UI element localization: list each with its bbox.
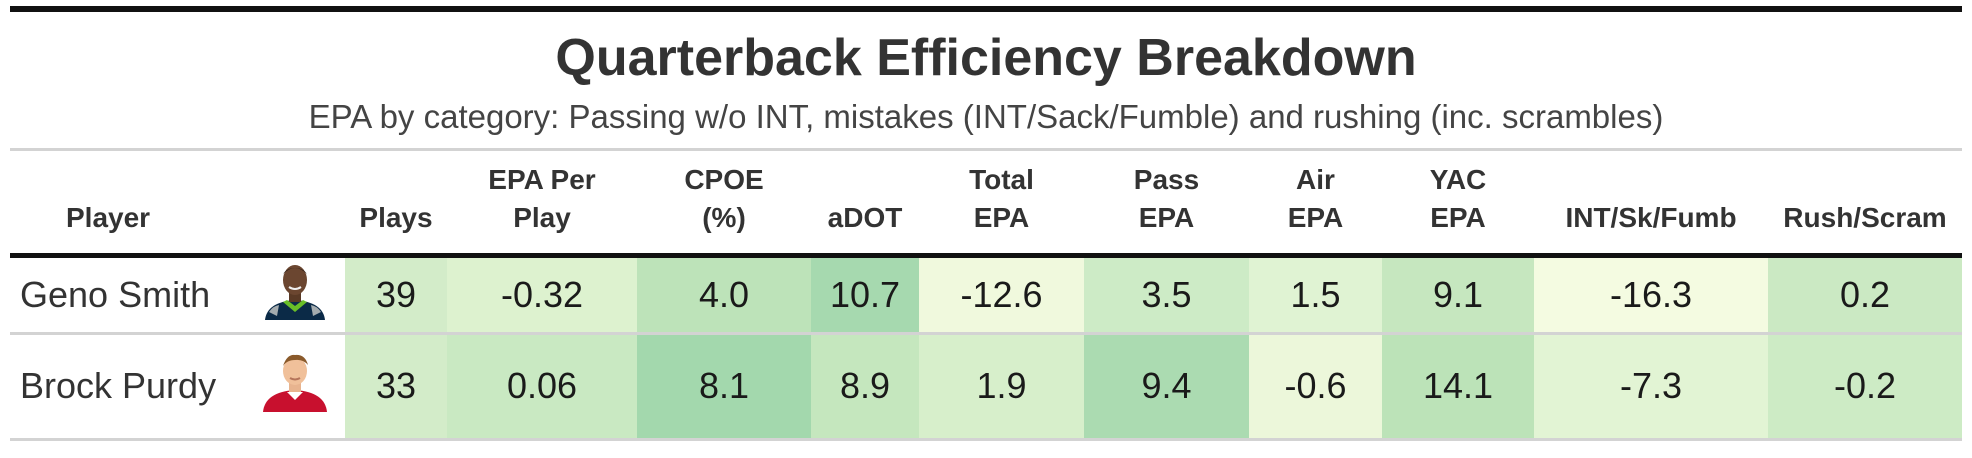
int-sk-fumb-cell: -7.3 — [1534, 333, 1768, 439]
col-epa-per-play-line1: EPA Per — [488, 163, 596, 195]
rush-scram-cell: -0.2 — [1768, 333, 1962, 439]
col-cpoe-line2: (%) — [702, 201, 746, 233]
player-headshot-icon — [263, 354, 327, 412]
header-divider — [10, 148, 1962, 151]
adot-cell: 8.9 — [811, 333, 919, 439]
col-int-sk-fumb: INT/Sk/Fumb — [1565, 201, 1737, 233]
col-adot: aDOT — [827, 201, 903, 233]
top-border — [10, 6, 1962, 12]
player-headshot-icon — [265, 265, 325, 320]
col-cpoe-line1: CPOE — [684, 163, 764, 195]
col-epa-per-play: EPA Per Play — [447, 151, 637, 255]
air-epa-cell: -0.6 — [1249, 333, 1382, 439]
col-total-epa: Total EPA — [919, 151, 1084, 255]
epa-per-play-cell: -0.32 — [447, 255, 637, 333]
col-headshot — [245, 151, 345, 255]
col-total-epa-line2: EPA — [973, 201, 1030, 233]
col-air-epa: Air EPA — [1249, 151, 1382, 255]
cpoe-cell: 4.0 — [637, 255, 811, 333]
pass-epa-cell: 9.4 — [1084, 333, 1249, 439]
pass-epa-cell: 3.5 — [1084, 255, 1249, 333]
col-air-epa-line1: Air — [1296, 163, 1335, 195]
qb-efficiency-table: Player Plays EPA Per Play CPOE (%) aDOT To… — [10, 151, 1962, 441]
table-title: Quarterback Efficiency Breakdown — [555, 29, 1417, 87]
plays-cell: 33 — [345, 333, 447, 439]
col-air-epa-line2: EPA — [1287, 201, 1344, 233]
int-sk-fumb-cell: -16.3 — [1534, 255, 1768, 333]
total-epa-cell: -12.6 — [919, 255, 1084, 333]
header-row: Player Plays EPA Per Play CPOE (%) aDOT To… — [10, 151, 1962, 255]
table-subtitle: EPA by category: Passing w/o INT, mistak… — [308, 98, 1664, 135]
col-total-epa-line1: Total — [969, 163, 1034, 195]
plays-cell: 39 — [345, 255, 447, 333]
col-rush-scram: Rush/Scram — [1783, 201, 1947, 233]
col-yac-epa-line2: EPA — [1430, 201, 1486, 233]
headshot-cell — [245, 255, 345, 333]
headshot-cell — [245, 333, 345, 439]
col-epa-per-play-line2: Play — [513, 201, 571, 233]
table-row: Geno Smith 39 -0.32 4.0 — [10, 255, 1962, 333]
yac-epa-cell: 14.1 — [1382, 333, 1534, 439]
table-row: Brock Purdy 33 0.06 8.1 8.9 1.9 9. — [10, 333, 1962, 439]
epa-per-play-cell: 0.06 — [447, 333, 637, 439]
player-name: Geno Smith — [20, 273, 211, 315]
col-cpoe: CPOE (%) — [637, 151, 811, 255]
col-yac-epa: YAC EPA — [1382, 151, 1534, 255]
cpoe-cell: 8.1 — [637, 333, 811, 439]
col-pass-epa-line2: EPA — [1138, 201, 1195, 233]
col-player: Player — [66, 201, 151, 233]
adot-cell: 10.7 — [811, 255, 919, 333]
yac-epa-cell: 9.1 — [1382, 255, 1534, 333]
col-plays: Plays — [359, 201, 433, 233]
player-name: Brock Purdy — [20, 365, 217, 406]
air-epa-cell: 1.5 — [1249, 255, 1382, 333]
col-yac-epa-line1: YAC — [1429, 163, 1487, 195]
col-pass-epa: Pass EPA — [1084, 151, 1249, 255]
total-epa-cell: 1.9 — [919, 333, 1084, 439]
rush-scram-cell: 0.2 — [1768, 255, 1962, 333]
col-pass-epa-line1: Pass — [1133, 163, 1200, 195]
